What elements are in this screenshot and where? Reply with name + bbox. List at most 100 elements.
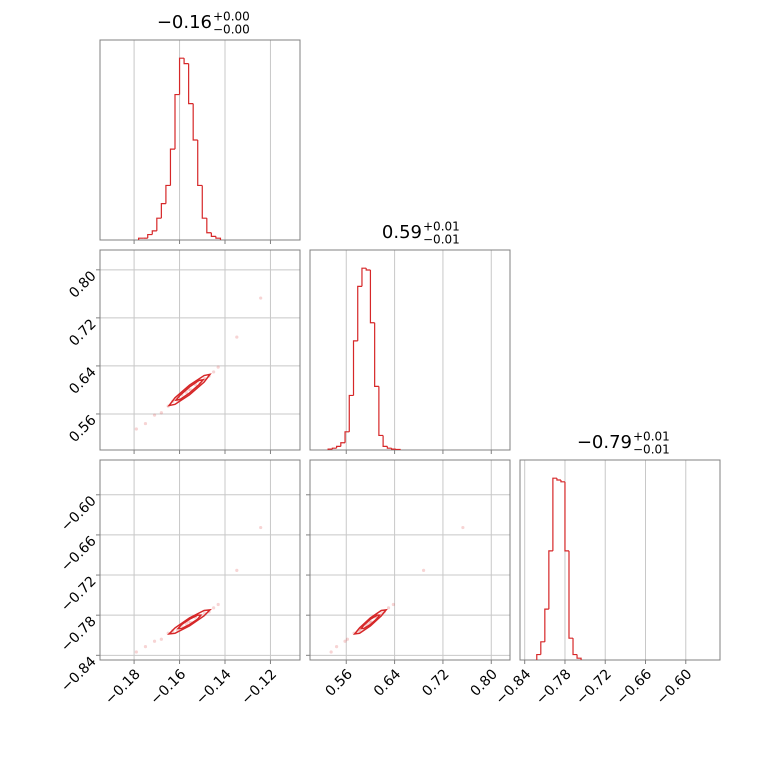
histogram-step [147,233,153,239]
y-tick-label: −0.60 [58,493,100,535]
histogram-step [365,268,371,271]
histogram-step [556,478,561,481]
contour [174,378,206,402]
x-tick-label: −0.72 [573,666,615,708]
histogram-step [138,237,144,240]
x-tick-label: 0.64 [371,666,404,699]
histogram-step [165,184,171,204]
sample-point [386,606,391,610]
sample-point [235,568,239,572]
y-tick-label: −0.78 [58,614,100,656]
x-tick-label: −0.12 [238,666,280,708]
histogram-step [169,148,175,186]
panel-title: −0.16 [157,12,212,33]
y-tick-label: 0.72 [66,316,99,349]
histogram-step [192,103,198,141]
title-upper: +0.01 [633,430,670,444]
histogram-step [357,285,362,341]
histogram-step [361,267,367,287]
sample-point [329,650,333,654]
histogram-step [568,550,574,639]
histogram-step [540,641,545,655]
histogram-step [382,435,388,447]
histogram-step [564,481,569,552]
sample-point [216,365,220,369]
sample-point [212,370,216,374]
x-tick-label: −0.16 [148,666,190,708]
histogram-step [188,63,194,105]
histogram-step [335,445,341,449]
histogram-step [386,446,392,449]
sample-point [421,568,426,572]
panel-frame [99,459,301,661]
histogram-step [348,394,354,432]
panel-frame [309,459,511,661]
histogram-step [215,236,222,240]
histogram-step [331,447,337,450]
contour [167,373,212,407]
histogram-step [369,270,375,324]
sample-point [343,639,347,643]
sample-point [184,390,188,394]
sample-point [134,427,138,431]
y-tick-label: 0.56 [66,412,99,445]
sample-point [152,413,157,417]
histogram-step [197,140,203,187]
sample-point [152,639,157,643]
x-tick-label: 0.72 [419,666,452,699]
histogram-step [560,480,565,483]
sample-point [143,645,148,649]
histogram-step [210,232,216,237]
histogram-step [544,608,549,642]
histogram-step [183,58,189,65]
panel-frame [309,249,511,451]
x-tick-label: −0.66 [614,666,656,708]
histogram-step [206,218,212,234]
title-upper: +0.00 [213,10,250,24]
sample-point [216,602,220,607]
histogram-step [395,448,401,451]
sample-point [159,411,163,415]
sample-point [259,525,263,530]
sample-point [345,637,350,641]
histogram-step [536,653,541,660]
histogram-step [201,185,207,219]
sample-point [334,645,339,649]
title-lower: −0.01 [633,443,670,457]
sample-point [391,602,395,607]
x-tick-label: −0.18 [102,666,144,708]
panel-frame [99,39,301,241]
histogram-step [548,550,553,610]
x-tick-label: −0.60 [654,666,696,708]
histogram-step [174,93,180,150]
histogram-step [151,230,157,235]
x-tick-label: −0.14 [193,666,235,708]
histogram-step [572,638,578,656]
y-tick-label: 0.80 [66,268,99,301]
histogram-step [552,477,557,551]
histogram-step [178,57,185,95]
histogram-step [390,448,396,450]
x-tick-label: 0.56 [323,666,356,699]
panel-frame [519,459,721,661]
title-lower: −0.00 [213,23,250,37]
panel-title: 0.59 [382,222,422,243]
histogram-step [327,448,333,450]
title-lower: −0.01 [423,233,460,247]
title-upper: +0.01 [423,220,460,234]
sample-point [235,335,239,339]
histogram-step [160,203,166,219]
contour [167,608,213,635]
histogram-step [374,322,379,387]
sample-point [159,637,163,641]
panel-frame [99,249,301,451]
histogram-step [378,386,384,437]
sample-point [212,606,216,610]
y-tick-label: 0.64 [66,364,99,397]
sample-point [184,622,188,626]
histogram-step [340,442,346,447]
sample-point [461,525,465,530]
sample-point [143,421,148,426]
x-tick-label: −0.78 [533,666,575,708]
